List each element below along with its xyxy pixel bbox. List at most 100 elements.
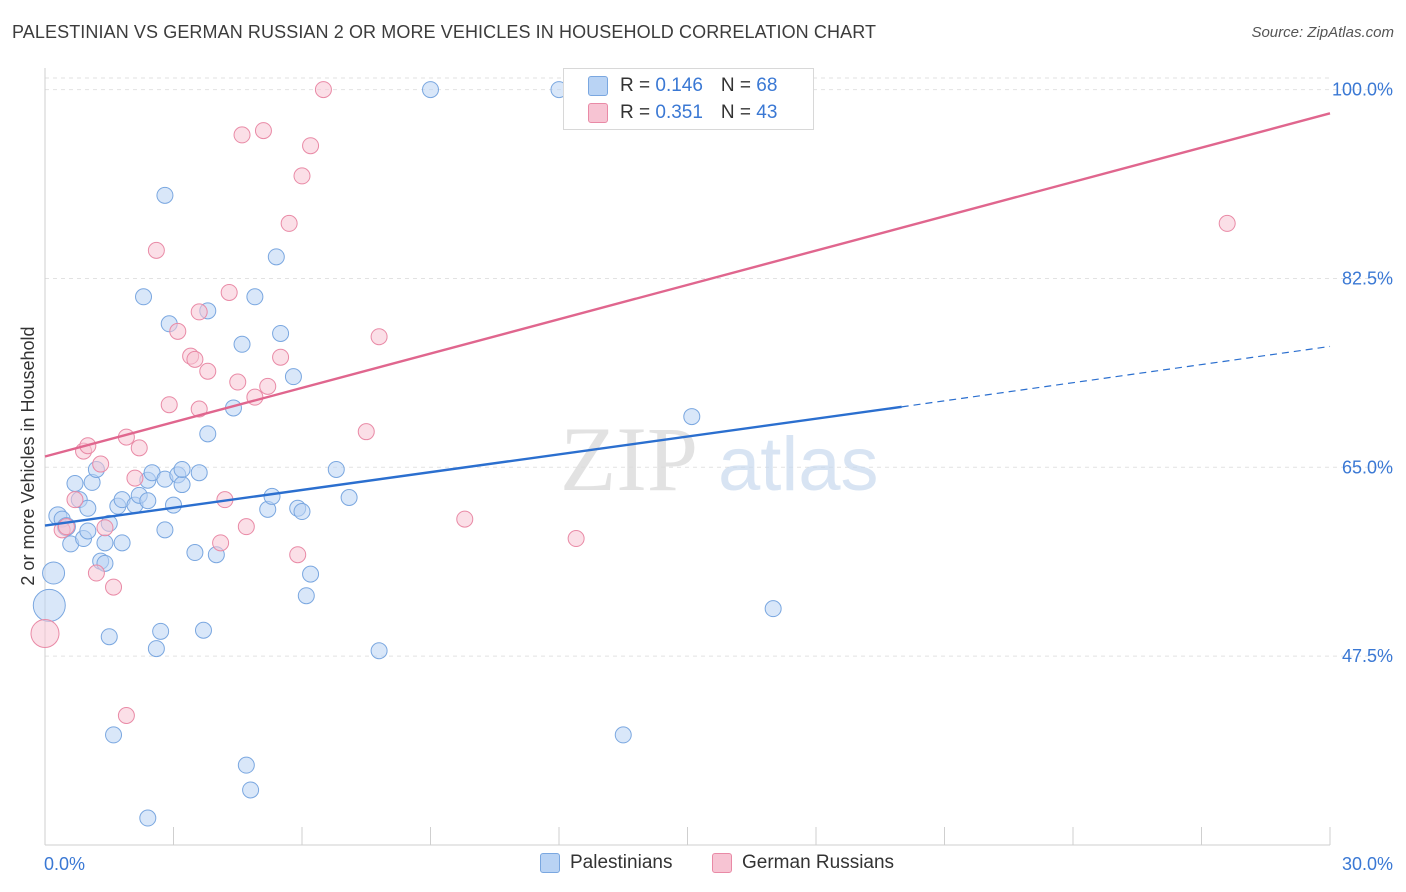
- palestinian-trend-line: [44, 405, 902, 527]
- points-layer: [30, 81, 1236, 827]
- german-russian-point: [66, 491, 84, 509]
- x-tick-label: 30.0%: [1342, 854, 1393, 874]
- stats-n-label: N =: [720, 75, 757, 96]
- palestinian-point: [79, 522, 97, 540]
- axis-layer: [44, 68, 1331, 846]
- german-russian-point: [186, 350, 204, 368]
- palestinian-point: [422, 81, 439, 99]
- palestinian-point: [139, 809, 157, 827]
- stats-row-german-russians: R = 0.351 N = 43: [564, 102, 777, 124]
- palestinian-point: [327, 460, 345, 478]
- chart-legend: Palestinians German Russians: [0, 850, 1406, 880]
- palestinian-point: [194, 621, 212, 639]
- y-tick-label: 100.0%: [1332, 80, 1393, 100]
- legend-label: Palestinians: [570, 852, 673, 873]
- stats-n-label: N =: [720, 102, 757, 123]
- palestinian-point: [614, 726, 632, 744]
- chart-title: PALESTINIAN VS GERMAN RUSSIAN 2 OR MORE …: [12, 22, 877, 42]
- y-tick-label: 47.5%: [1342, 646, 1393, 666]
- palestinian-point: [156, 186, 174, 204]
- german-russian-point: [96, 519, 114, 537]
- source-credit: Source: ZipAtlas.com: [1251, 24, 1394, 41]
- palestinian-point: [139, 492, 157, 510]
- grid-layer: [45, 77, 1390, 657]
- palestinian-point: [147, 640, 165, 658]
- y-tick-label: 82.5%: [1342, 268, 1393, 288]
- stats-r-value: 0.146: [655, 75, 703, 96]
- german-russian-point: [87, 564, 105, 582]
- stats-r-label: R =: [620, 102, 656, 123]
- palestinian-point: [267, 248, 285, 266]
- palestinian-point: [233, 335, 251, 353]
- stats-r-value: 0.351: [655, 102, 703, 123]
- german-russian-point: [237, 518, 255, 536]
- y-axis-title: 2 or more Vehicles in Household: [18, 326, 38, 585]
- palestinian-point: [190, 464, 208, 482]
- stats-r-label: R =: [620, 75, 656, 96]
- german-russian-point: [212, 534, 230, 552]
- stats-row-palestinians: R = 0.146 N = 68: [564, 75, 777, 97]
- label-layer: 47.5% 65.0% 82.5% 100.0% 0.0% 30.0% 2 or more …: [18, 80, 1393, 874]
- german-russian-point: [130, 439, 148, 457]
- german-russian-point: [199, 362, 217, 380]
- german-russian-point: [1218, 214, 1236, 232]
- legend-swatch-pink: [712, 853, 732, 873]
- palestinian-point: [79, 499, 97, 517]
- y-tick-label: 65.0%: [1342, 457, 1393, 477]
- legend-label: German Russians: [742, 852, 895, 873]
- palestinian-point: [284, 368, 302, 386]
- palestinian-point: [105, 726, 123, 744]
- palestinian-point: [100, 628, 118, 646]
- palestinian-point: [66, 474, 84, 492]
- palestinian-point: [764, 600, 782, 618]
- legend-item-palestinians[interactable]: Palestinians: [540, 852, 672, 874]
- german-russian-point: [567, 530, 585, 548]
- stats-swatch-pink: [588, 103, 608, 123]
- palestinian-trend-extension: [901, 345, 1331, 408]
- german-russian-point: [229, 373, 247, 391]
- palestinian-point: [186, 544, 204, 562]
- german-russian-point: [293, 167, 311, 185]
- palestinian-point: [370, 642, 388, 660]
- palestinian-point: [165, 496, 182, 514]
- palestinian-point: [246, 288, 264, 306]
- palestinian-point: [42, 561, 66, 585]
- german-russian-point: [456, 510, 474, 528]
- german-russian-point: [126, 469, 144, 487]
- palestinian-point: [135, 288, 153, 306]
- german-russian-point: [314, 81, 332, 99]
- x-tick-label: 0.0%: [44, 854, 85, 874]
- german-russian-point: [147, 241, 165, 259]
- palestinian-point: [272, 324, 290, 342]
- german-russian-point: [259, 377, 277, 395]
- watermark-zip: ZIP: [560, 408, 698, 510]
- german-russian-point: [30, 618, 60, 648]
- palestinian-point: [263, 487, 281, 505]
- german-russian-point: [117, 707, 135, 724]
- palestinian-point: [113, 534, 131, 552]
- palestinian-point: [302, 565, 320, 583]
- legend-item-german-russians[interactable]: German Russians: [712, 852, 894, 874]
- palestinian-point: [173, 460, 191, 478]
- german-russian-point: [272, 348, 290, 366]
- palestinian-point: [297, 587, 315, 605]
- palestinian-point: [152, 622, 170, 640]
- legend-swatch-blue: [540, 853, 560, 873]
- palestinian-point: [32, 588, 66, 622]
- german-russian-point: [233, 126, 251, 144]
- stats-swatch-blue: [588, 76, 608, 96]
- stats-n-value: 43: [756, 102, 778, 123]
- german-russian-point: [160, 396, 178, 414]
- german-russian-point: [169, 322, 187, 340]
- german-russian-point: [302, 137, 320, 155]
- palestinian-point: [293, 503, 311, 521]
- palestinian-point: [340, 489, 358, 507]
- german-russian-point: [254, 122, 272, 140]
- german-russian-point: [105, 578, 123, 596]
- german-russian-point: [280, 214, 298, 232]
- stats-n-value: 68: [756, 75, 778, 96]
- german-russian-point: [92, 455, 110, 473]
- german-russian-point: [357, 423, 375, 441]
- stats-box: R = 0.146 N = 68 R = 0.351 N = 43: [563, 68, 814, 130]
